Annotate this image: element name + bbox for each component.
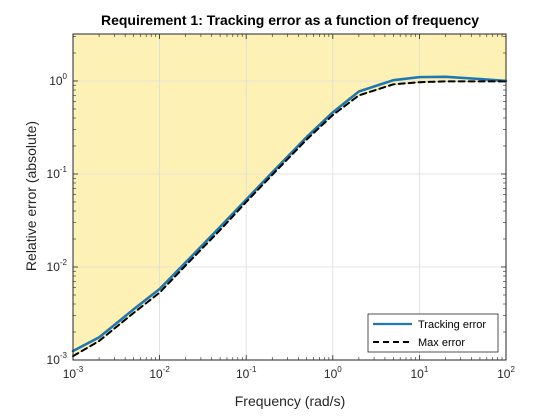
axes-box (72, 33, 507, 361)
x-tick-label: 10-1 (236, 365, 257, 381)
legend-label-max-error: Max error (418, 337, 465, 349)
x-tick-label: 100 (324, 365, 342, 381)
x-tick-labels: 10-3 10-2 10-1 100 101 102 (63, 365, 516, 381)
y-tick-label: 100 (49, 72, 67, 88)
x-axis-label: Frequency (rad/s) (235, 393, 345, 409)
legend: Tracking error Max error (367, 313, 499, 353)
y-tick-labels: 10-3 10-2 10-1 100 (47, 72, 68, 367)
x-tick-label: 10-3 (63, 365, 84, 381)
chart-title: Requirement 1: Tracking error as a funct… (101, 12, 479, 28)
series-line-tracking-error (71, 75, 508, 353)
x-tick-label: 102 (497, 365, 515, 381)
y-tick-label: 10-3 (47, 351, 68, 367)
x-tick-label: 10-2 (149, 365, 170, 381)
series-layer (71, 75, 508, 358)
y-tick-label: 10-1 (47, 165, 68, 181)
plot-area (71, 33, 508, 361)
shaded-error-region (73, 34, 506, 357)
legend-box (367, 313, 499, 353)
x-tick-label: 101 (410, 365, 428, 381)
series-line-max-error (72, 80, 507, 358)
tick-marks (72, 34, 507, 361)
y-tick-label: 10-2 (47, 258, 68, 274)
y-axis-label: Relative error (absolute) (23, 121, 39, 271)
legend-label-tracking-error: Tracking error (418, 319, 486, 331)
